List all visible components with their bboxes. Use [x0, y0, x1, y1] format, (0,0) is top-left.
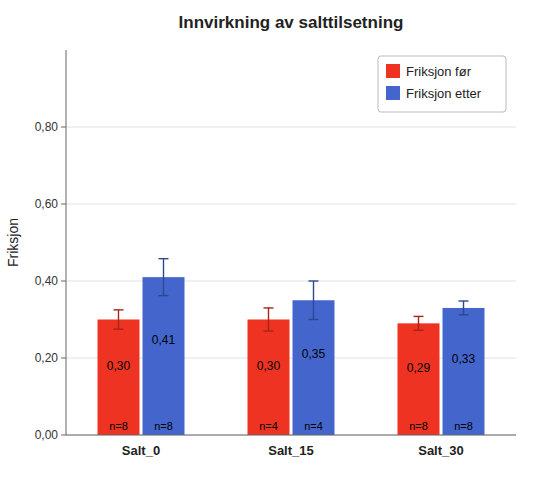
- error-cap: [459, 314, 469, 315]
- error-bar: [414, 316, 424, 330]
- error-bar: [309, 281, 319, 320]
- grid-line: [66, 435, 516, 436]
- error-line: [268, 308, 269, 331]
- error-bar: [114, 310, 124, 329]
- error-cap: [264, 307, 274, 308]
- error-cap: [459, 300, 469, 301]
- error-cap: [159, 258, 169, 259]
- error-bar: [159, 259, 169, 296]
- bar: [398, 323, 440, 435]
- legend-swatch: [386, 86, 400, 100]
- legend-label: Friksjon etter: [406, 86, 482, 101]
- bar: [248, 320, 290, 436]
- n-label: n=8: [109, 420, 128, 432]
- n-label: n=4: [259, 420, 278, 432]
- error-cap: [309, 319, 319, 320]
- y-tick: [61, 204, 66, 205]
- y-tick-label: 0,40: [35, 274, 59, 288]
- error-cap: [114, 309, 124, 310]
- bar: [443, 308, 485, 435]
- n-label: n=8: [409, 420, 428, 432]
- y-tick-label: 0,00: [35, 428, 59, 442]
- error-cap: [114, 328, 124, 329]
- y-tick-label: 0,80: [35, 120, 59, 134]
- data-label: 0,30: [107, 359, 131, 373]
- error-bar: [264, 308, 274, 331]
- bar: [143, 277, 185, 435]
- error-line: [463, 301, 464, 315]
- y-tick-label: 0,60: [35, 197, 59, 211]
- grid: [66, 127, 516, 435]
- error-cap: [414, 316, 424, 317]
- y-tick-label: 0,20: [35, 351, 59, 365]
- error-cap: [264, 330, 274, 331]
- error-line: [418, 316, 419, 330]
- n-label: n=4: [304, 420, 323, 432]
- grid-line: [66, 281, 516, 282]
- x-tick-label: Salt_30: [418, 443, 464, 458]
- x-tick-label: Salt_0: [122, 443, 160, 458]
- grid-line: [66, 204, 516, 205]
- error-cap: [309, 280, 319, 281]
- y-tick: [61, 358, 66, 359]
- labels: 0,30 n=8 0,30 n=4 0,29 n=8 0,41 n=8 0,35 n=4 0,33 n…: [107, 333, 476, 432]
- grid-line: [66, 127, 516, 128]
- data-label: 0,33: [452, 352, 476, 366]
- y-axis-line: [66, 50, 67, 435]
- legend: Friksjon før Friksjon etter: [378, 56, 506, 112]
- y-axis-label: Friksjon: [5, 218, 21, 267]
- error-cap: [159, 295, 169, 296]
- y-tick: [61, 127, 66, 128]
- data-label: 0,35: [302, 347, 326, 361]
- chart: Innvirkning av salttilsetning Friksjon 0,0…: [0, 0, 534, 479]
- error-bar: [459, 301, 469, 315]
- y-tick: [61, 281, 66, 282]
- n-label: n=8: [154, 420, 173, 432]
- n-label: n=8: [454, 420, 473, 432]
- bar: [293, 300, 335, 435]
- legend-swatch: [386, 64, 400, 78]
- error-line: [313, 281, 314, 320]
- error-line: [163, 259, 164, 296]
- y-tick: [61, 435, 66, 436]
- data-label: 0,29: [407, 361, 431, 375]
- legend-box: [378, 56, 506, 112]
- error-line: [118, 310, 119, 329]
- error-cap: [414, 330, 424, 331]
- data-label: 0,41: [152, 333, 176, 347]
- marks: [98, 259, 485, 435]
- title: Innvirkning av salttilsetning: [179, 13, 404, 32]
- x-axis-line: [66, 435, 516, 436]
- bar: [98, 320, 140, 436]
- data-label: 0,30: [257, 359, 281, 373]
- legend-label: Friksjon før: [406, 64, 472, 79]
- x-tick-label: Salt_15: [268, 443, 314, 458]
